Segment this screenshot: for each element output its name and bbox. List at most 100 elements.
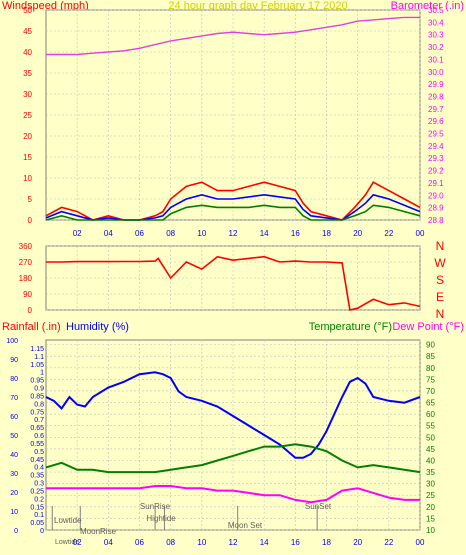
humidity-hour-label: 14	[260, 538, 269, 547]
wind-tick-label: 45	[23, 27, 32, 36]
temperature-tick-label: 90	[426, 341, 435, 350]
temperature-tick-label: 35	[426, 468, 435, 477]
humidity-hour-label: 12	[229, 538, 238, 547]
wind-hour-label: 22	[384, 229, 393, 238]
dewpoint-axis-title: Dew Point (°F)	[392, 321, 464, 333]
barometer-tick-label: 30.4	[428, 18, 444, 27]
wind-tick-label: 15	[23, 153, 32, 162]
humidity-tick-label: 80	[10, 376, 18, 383]
humidity-tick-label: 10	[10, 509, 18, 516]
sunrise-label: SunRise	[140, 502, 171, 511]
wind-hour-label: 16	[291, 229, 300, 238]
wind-tick-label: 10	[23, 174, 32, 183]
barometer-tick-label: 28.9	[428, 204, 444, 213]
temperature-line	[45, 443, 421, 474]
rainfall-tick-label: 0.3	[34, 481, 44, 488]
humidity-hour-label: 08	[166, 538, 175, 547]
temperature-tick-label: 70	[426, 387, 435, 396]
temperature-tick-label: 60	[426, 410, 435, 419]
temperature-tick-label: 45	[426, 445, 435, 454]
wind-tick-label: 5	[28, 195, 33, 204]
rainfall-tick-label: 0.05	[30, 520, 44, 527]
humidity-hour-label: 10	[197, 538, 206, 547]
wind-tick-label: 0	[28, 216, 33, 225]
temperature-tick-label: 10	[426, 526, 435, 535]
rainfall-tick-label: 0.25	[30, 488, 44, 495]
compass-label: E	[436, 290, 444, 304]
compass-label: S	[436, 273, 444, 287]
wind-tick-label: 25	[23, 111, 32, 120]
temperature-tick-label: 25	[426, 491, 435, 500]
compass-label: W	[434, 256, 446, 270]
rainfall-tick-label: 0.85	[30, 393, 44, 400]
rainfall-tick-label: 0.55	[30, 441, 44, 448]
compass-label: N	[436, 307, 445, 321]
wind-tick-label: 30	[23, 90, 32, 99]
rainfall-tick-label: 0.6	[34, 433, 44, 440]
temperature-tick-label: 55	[426, 422, 435, 431]
humidity-hour-label: 20	[353, 538, 362, 547]
humidity-tick-label: 100	[6, 338, 18, 345]
barometer-tick-label: 29.8	[428, 92, 444, 101]
barometer-tick-label: 29.5	[428, 130, 444, 139]
wind-hour-label: 18	[322, 229, 331, 238]
wind-tick-label: 50	[23, 6, 32, 15]
temperature-tick-label: 80	[426, 364, 435, 373]
rainfall-tick-label: 1	[40, 370, 44, 377]
rainfall-tick-label: 0.75	[30, 409, 44, 416]
temperature-tick-label: 40	[426, 456, 435, 465]
humidity-tick-label: 50	[10, 433, 18, 440]
wind-hour-label: 10	[197, 229, 206, 238]
barometer-tick-label: 30.3	[428, 31, 444, 40]
humidity-tick-label: 0	[14, 528, 18, 535]
barometer-tick-label: 29.3	[428, 154, 444, 163]
graph-title: 24 hour graph day February 17 2020	[168, 0, 347, 12]
direction-tick-label: 180	[19, 274, 33, 283]
temperature-tick-label: 15	[426, 514, 435, 523]
wind-average-line	[45, 193, 421, 221]
rainfall-tick-label: 0.5	[34, 449, 44, 456]
direction-tick-label: 270	[19, 258, 33, 267]
barometer-tick-label: 29.2	[428, 167, 444, 176]
humidity-hour-label: 22	[384, 538, 393, 547]
temperature-axis-title: Temperature (°F)	[309, 321, 392, 333]
moonrise-label: MoonRise	[80, 527, 117, 536]
rainfall-tick-label: 0.7	[34, 417, 44, 424]
wind-low-line	[45, 204, 421, 221]
temperature-tick-label: 85	[426, 352, 435, 361]
humidity-hour-label: 16	[291, 538, 300, 547]
wind-tick-label: 35	[23, 69, 32, 78]
barometer-tick-label: 28.8	[428, 216, 444, 225]
humidity-panel-frame	[45, 339, 421, 531]
compass-label: N	[436, 239, 445, 253]
barometer-tick-label: 29.9	[428, 80, 444, 89]
temperature-tick-label: 65	[426, 399, 435, 408]
humidity-tick-label: 70	[10, 395, 18, 402]
barometer-tick-label: 30.0	[428, 68, 444, 77]
temperature-tick-label: 50	[426, 433, 435, 442]
barometer-tick-label: 29.7	[428, 105, 444, 114]
humidity-hour-label: 06	[135, 538, 144, 547]
rainfall-tick-label: 0.8	[34, 401, 44, 408]
rainfall-tick-label: 0.65	[30, 425, 44, 432]
rainfall-tick-label: 0	[40, 528, 44, 535]
hightide-label: Hightide	[146, 514, 176, 523]
wind-gust-line	[45, 181, 421, 221]
barometer-tick-label: 29.4	[428, 142, 444, 151]
barometer-line	[46, 16, 420, 56]
rainfall-tick-label: 0.45	[30, 457, 44, 464]
humidity-tick-label: 40	[10, 452, 18, 459]
wind-hour-label: 00	[416, 229, 425, 238]
humidity-line	[45, 371, 421, 459]
wind-hour-label: 08	[166, 229, 175, 238]
rainfall-tick-label: 1.05	[30, 362, 44, 369]
temperature-tick-label: 30	[426, 480, 435, 489]
wind-hour-label: 12	[229, 229, 238, 238]
barometer-axis-title: Barometer (.in)	[391, 0, 464, 12]
barometer-tick-label: 29.6	[428, 117, 444, 126]
rainfall-tick-label: 0.35	[30, 473, 44, 480]
wind-tick-label: 20	[23, 132, 32, 141]
humidity-hour-label: 00	[416, 538, 425, 547]
rainfall-tick-label: 0.2	[34, 496, 44, 503]
